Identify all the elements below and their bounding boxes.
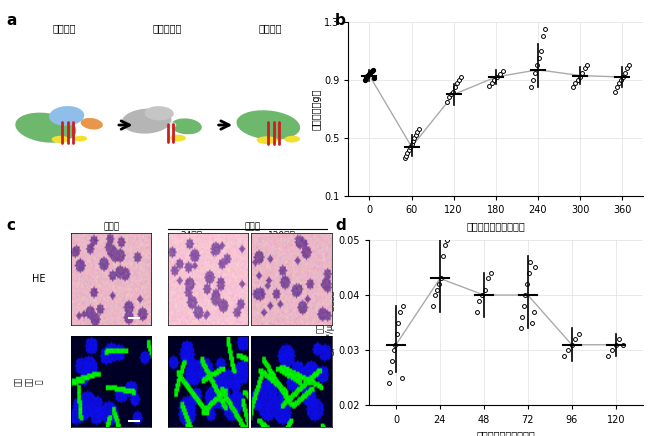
Text: 血管
造影
値: 血管 造影 値 [14,377,44,386]
Text: 120時間: 120時間 [268,231,295,240]
Ellipse shape [52,136,69,143]
Ellipse shape [15,112,76,143]
Text: 部分肝切除: 部分肝切除 [153,23,182,33]
Ellipse shape [49,106,84,126]
Text: 切除後: 切除後 [245,222,261,231]
Y-axis label: 肝臓重量（g）: 肝臓重量（g） [312,89,321,129]
Text: b: b [335,13,346,28]
X-axis label: 部分肝切除後（時間）: 部分肝切除後（時間） [476,430,535,436]
Text: c: c [7,218,15,233]
Text: a: a [7,13,17,28]
Text: d: d [335,218,346,233]
Ellipse shape [74,136,87,142]
Ellipse shape [171,119,202,134]
Ellipse shape [284,136,300,143]
X-axis label: 部分肝切除後（時間）: 部分肝切除後（時間） [466,221,525,231]
Ellipse shape [257,136,277,144]
Text: 再生肝臓: 再生肝臓 [259,23,282,33]
Text: 切除前: 切除前 [103,222,119,231]
Ellipse shape [170,135,186,141]
Text: 24時間: 24時間 [181,231,202,240]
Y-axis label: 血管体積
（μm³/μm³ あたり）: 血管体積 （μm³/μm³ あたり） [316,290,335,355]
Ellipse shape [122,109,172,133]
Ellipse shape [145,106,174,120]
Ellipse shape [167,122,176,128]
Ellipse shape [80,118,103,129]
Text: 正常肝臓: 正常肝臓 [53,23,76,33]
Text: HE: HE [32,274,46,284]
Ellipse shape [237,110,300,140]
